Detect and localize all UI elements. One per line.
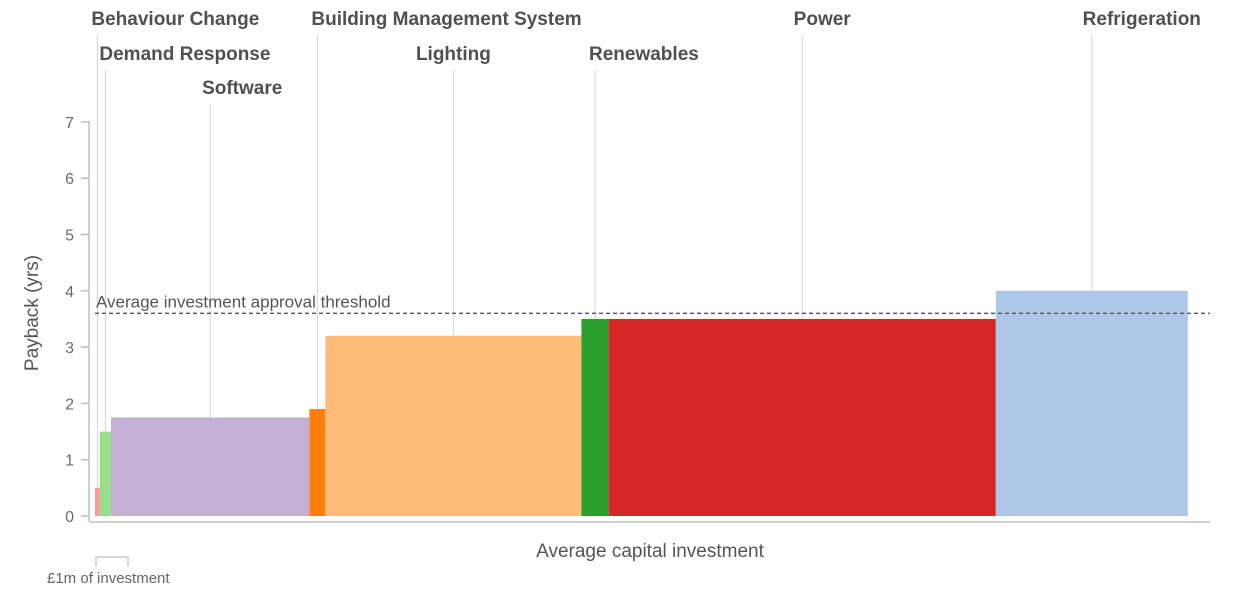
- bars-group: [95, 290, 1188, 516]
- category-labels: Behaviour Change Demand Response Software B…: [91, 9, 1201, 99]
- category-label-renewables: Renewables: [589, 44, 699, 65]
- bar-renewables: [581, 318, 609, 516]
- category-label-software: Software: [202, 78, 282, 99]
- category-leader-lines: [96, 35, 1093, 488]
- category-label-demand-response: Demand Response: [99, 44, 270, 65]
- investment-scale-bracket: [95, 556, 129, 566]
- bar-refrigeration: [995, 290, 1188, 516]
- bar-power: [608, 318, 996, 516]
- y-tick-label: 7: [65, 115, 74, 132]
- bar-lighting: [325, 335, 582, 516]
- bar-software: [111, 417, 310, 516]
- y-tick-label: 2: [65, 396, 74, 413]
- category-label-building-management-system: Building Management System: [311, 9, 581, 30]
- y-axis-title: Payback (yrs): [22, 255, 43, 371]
- category-label-refrigeration: Refrigeration: [1083, 9, 1201, 30]
- bar-behaviour-change: [95, 487, 100, 516]
- y-tick-label: 1: [65, 453, 74, 470]
- investment-scale-label: £1m of investment: [47, 570, 170, 587]
- category-label-power: Power: [794, 9, 852, 30]
- x-axis-title: Average capital investment: [536, 541, 764, 562]
- y-tick-label: 4: [65, 284, 74, 301]
- y-tick-label: 3: [65, 340, 74, 357]
- category-label-lighting: Lighting: [416, 44, 491, 65]
- bar-demand-response: [99, 431, 111, 516]
- y-tick-label: 5: [65, 228, 74, 245]
- y-tick-label: 0: [65, 509, 74, 526]
- y-tick-label: 6: [65, 171, 74, 188]
- threshold-label: Average investment approval threshold: [96, 292, 391, 311]
- bar-building-management-system: [309, 409, 326, 516]
- y-axis: 0 1 2 3 4 5 6 7: [65, 115, 90, 526]
- category-label-behaviour-change: Behaviour Change: [91, 9, 259, 30]
